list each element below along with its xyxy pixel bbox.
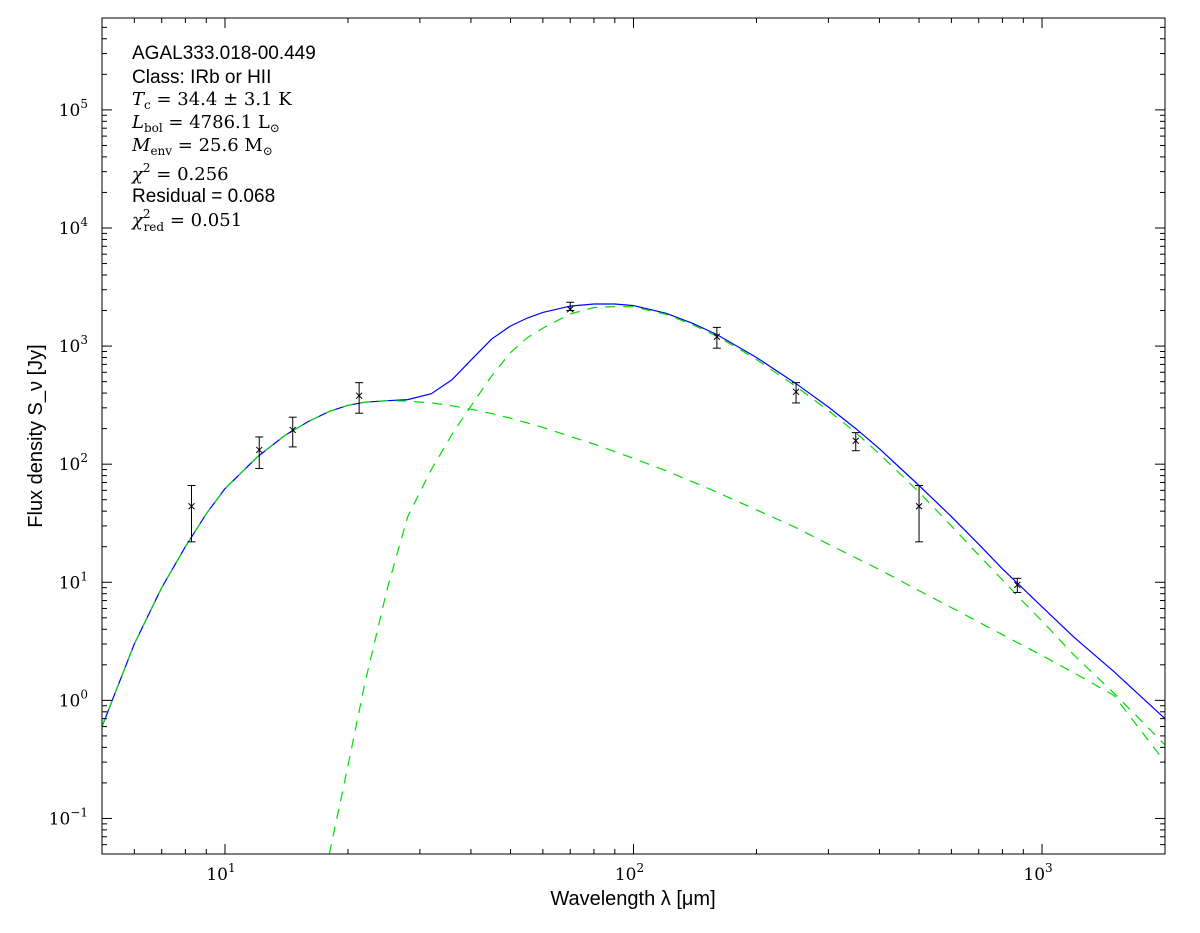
y-tick-label-5: 104 (59, 215, 89, 239)
x-tick-label-1: 102 (615, 861, 644, 885)
data-point-5 (712, 326, 721, 349)
marker-2 (289, 426, 297, 434)
series-line-0 (101, 303, 1166, 727)
annotation-residual: Residual = 0.068 (132, 186, 275, 207)
x-tick-label-0: 101 (206, 861, 235, 885)
marker-0 (188, 502, 195, 510)
data-points (187, 301, 1022, 593)
marker-3 (355, 392, 363, 400)
annotation-chi2-red: χ2 red = 0.051 (130, 207, 242, 234)
y-tick-label-0: 10−1 (49, 805, 88, 829)
data-point-7 (851, 432, 860, 452)
data-point-1 (255, 436, 264, 469)
annotation-chi2: χ2 = 0.256 (130, 161, 229, 185)
y-tick-label-6: 105 (59, 97, 88, 121)
data-point-6 (792, 382, 801, 404)
marker-6 (792, 388, 800, 396)
annotation-tc: Tc = 34.4 ± 3.1 K (132, 89, 292, 112)
marker-7 (852, 437, 860, 445)
marker-8 (915, 502, 923, 510)
axis-ticks (101, 17, 1166, 855)
x-axis-label: Wavelength λ [μm] (550, 888, 715, 910)
annotation-class: Class: IRb or HII (132, 67, 271, 88)
marker-1 (255, 446, 263, 454)
series-line-2 (101, 400, 1166, 763)
data-point-3 (355, 382, 364, 414)
marker-4 (566, 305, 574, 313)
y-tick-label-3: 102 (59, 451, 88, 475)
marker-5 (713, 333, 721, 341)
annotation-menv: Menv = 25.6 M⊙ (131, 135, 273, 158)
y-axis-label: Flux density S_ν [Jy] (25, 344, 47, 527)
data-point-8 (915, 484, 924, 543)
y-tick-label-1: 100 (59, 687, 88, 711)
marker-9 (1013, 581, 1021, 589)
model-curves (101, 303, 1166, 855)
y-tick-label-2: 101 (59, 569, 88, 593)
annotation-block: AGAL333.018-00.449 Class: IRb or HII Tc … (130, 43, 316, 234)
data-point-0 (187, 484, 196, 543)
y-tick-label-4: 103 (59, 333, 88, 357)
series-line-1 (328, 305, 1166, 855)
data-point-2 (288, 416, 297, 448)
data-point-4 (566, 301, 575, 313)
x-tick-label-2: 103 (1023, 861, 1052, 885)
annotation-lbol: Lbol = 4786.1 L⊙ (131, 112, 280, 135)
data-point-9 (1013, 577, 1022, 593)
annotation-source: AGAL333.018-00.449 (132, 43, 316, 64)
